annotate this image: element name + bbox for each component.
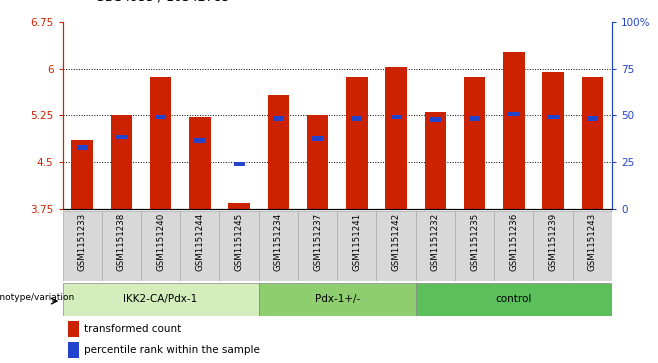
Bar [572, 211, 612, 281]
Bar [63, 211, 102, 281]
Bar [416, 211, 455, 281]
Bar [464, 77, 486, 209]
Text: GSM1151234: GSM1151234 [274, 213, 283, 271]
Text: Pdx-1+/-: Pdx-1+/- [315, 294, 360, 305]
Bar [582, 77, 603, 209]
Bar [337, 211, 376, 281]
Bar [68, 342, 79, 358]
Text: GSM1151245: GSM1151245 [235, 213, 243, 271]
Bar [234, 162, 245, 166]
Bar [503, 52, 524, 209]
Bar [76, 145, 88, 150]
Bar [116, 135, 127, 139]
Text: GSM1151243: GSM1151243 [588, 213, 597, 271]
Bar [220, 211, 259, 281]
Bar [346, 77, 368, 209]
Bar [376, 211, 416, 281]
Bar [228, 203, 250, 209]
Text: percentile rank within the sample: percentile rank within the sample [84, 345, 261, 355]
Bar [194, 138, 205, 143]
Bar [416, 283, 612, 316]
Text: GSM1151242: GSM1151242 [392, 213, 401, 271]
Bar [180, 211, 220, 281]
Text: GSM1151239: GSM1151239 [549, 213, 557, 271]
Text: control: control [495, 294, 532, 305]
Text: genotype/variation: genotype/variation [0, 293, 74, 302]
Bar [273, 116, 284, 121]
Text: GSM1151238: GSM1151238 [117, 213, 126, 271]
Text: IKK2-CA/Pdx-1: IKK2-CA/Pdx-1 [124, 294, 198, 305]
Bar [542, 72, 564, 209]
Bar [63, 283, 259, 316]
Text: GSM1151240: GSM1151240 [156, 213, 165, 271]
Bar [430, 117, 441, 122]
Bar [509, 112, 519, 117]
Text: GSM1151233: GSM1151233 [78, 213, 87, 271]
Bar [68, 321, 79, 337]
Bar [71, 140, 93, 209]
Bar [469, 116, 480, 121]
Bar [312, 136, 323, 140]
Text: GSM1151236: GSM1151236 [509, 213, 519, 271]
Text: GSM1151232: GSM1151232 [431, 213, 440, 271]
Bar [391, 115, 401, 119]
Bar [150, 77, 172, 209]
Text: GSM1151244: GSM1151244 [195, 213, 205, 271]
Bar [268, 95, 289, 209]
Text: transformed count: transformed count [84, 323, 182, 334]
Bar [141, 211, 180, 281]
Bar [111, 115, 132, 209]
Bar [259, 211, 298, 281]
Bar [155, 115, 166, 119]
Bar [298, 211, 338, 281]
Text: GDS4933 / 10342785: GDS4933 / 10342785 [95, 0, 230, 4]
Bar [587, 116, 598, 121]
Bar [534, 211, 572, 281]
Bar [307, 115, 328, 209]
Text: GSM1151241: GSM1151241 [352, 213, 361, 271]
Text: GSM1151237: GSM1151237 [313, 213, 322, 271]
Bar [351, 116, 363, 121]
Bar [424, 112, 446, 209]
Bar [189, 117, 211, 209]
Bar [547, 115, 559, 119]
Bar [386, 67, 407, 209]
Bar [102, 211, 141, 281]
Bar [259, 283, 416, 316]
Bar [455, 211, 494, 281]
Text: GSM1151235: GSM1151235 [470, 213, 479, 271]
Bar [494, 211, 534, 281]
